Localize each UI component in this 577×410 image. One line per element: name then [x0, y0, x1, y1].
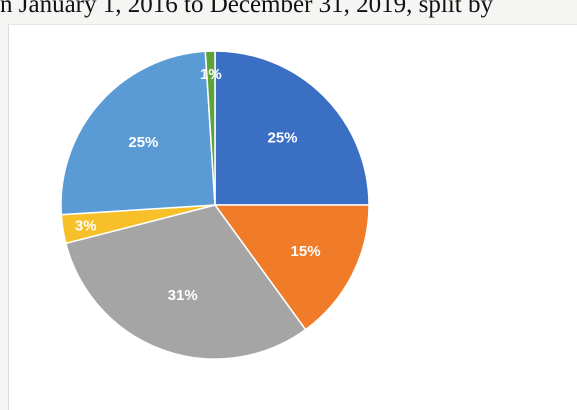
caption-fragment: n January 1, 2016 to December 31, 2019, … — [0, 0, 493, 18]
pie-slice-1 — [214, 50, 369, 206]
pie-chart: 25% 15% 31% 3% 25% 1% — [60, 50, 369, 360]
slice-label-6: 1% — [200, 66, 222, 83]
pie-slice-6 — [204, 50, 216, 206]
slice-label-3: 31% — [168, 287, 198, 304]
slice-label-2: 15% — [291, 243, 321, 260]
slice-label-1: 25% — [267, 129, 297, 146]
slice-label-4: 3% — [75, 217, 97, 234]
pie-slice-3 — [64, 204, 307, 360]
pie-slice-2 — [213, 204, 369, 331]
slice-label-5: 25% — [128, 134, 158, 151]
chart-area: 25%15%31%3%25%1% Standard geneticsPanelW… — [8, 24, 577, 410]
pie-slice-5 — [60, 50, 216, 216]
